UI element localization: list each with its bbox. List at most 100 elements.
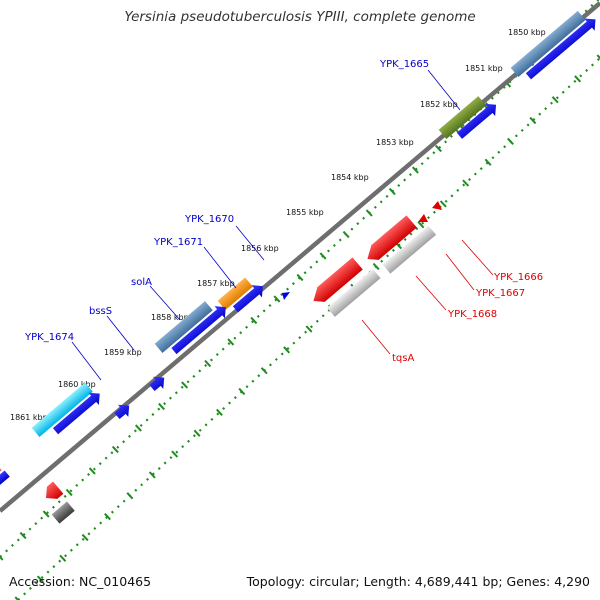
forward-gene-labels: YPK_1665 YPK_1670 YPK_1671 solA bssS YPK…: [24, 59, 461, 381]
cds-arrow[interactable]: [169, 301, 231, 357]
major-tick: [0, 555, 4, 561]
small-reverse-arrow[interactable]: [432, 201, 442, 210]
small-reverse-arrow[interactable]: [418, 214, 428, 222]
major-tick: [36, 575, 44, 583]
reverse-gene-labels: YPK_1666 YPK_1667 YPK_1668 tqsA: [361, 239, 543, 364]
label-bsss[interactable]: bssS: [89, 306, 112, 317]
tick-label-1854: 1854 kbp: [331, 173, 369, 182]
rna-feature-red[interactable]: [362, 215, 417, 265]
tick-label-1856: 1856 kbp: [241, 244, 279, 253]
cds-arrow[interactable]: [0, 470, 10, 499]
leader-line: [106, 315, 135, 351]
label-sola[interactable]: solA: [131, 277, 152, 288]
small-reverse-arrow[interactable]: [41, 481, 64, 505]
tick-label-1850: 1850 kbp: [508, 28, 546, 37]
major-tick: [319, 252, 327, 260]
gene-bar-dark[interactable]: [51, 501, 75, 524]
major-tick: [216, 408, 223, 416]
kbp-tick-labels: 1850 kbp 1851 kbp 1852 kbp 1853 kbp 1854…: [10, 28, 546, 422]
small-cds-arrow[interactable]: [147, 372, 170, 395]
major-tick: [227, 338, 235, 346]
label-ypk1666[interactable]: YPK_1666: [493, 272, 543, 283]
major-tick: [273, 295, 281, 303]
leader-line: [415, 275, 447, 311]
leader-line: [445, 253, 475, 291]
label-tqsa[interactable]: tqsA: [392, 353, 414, 364]
gene-bar-orange[interactable]: [217, 277, 253, 310]
major-tick: [65, 488, 73, 497]
tick-label-1860: 1860 kbp: [58, 380, 96, 389]
major-tick: [111, 445, 119, 454]
major-tick: [193, 429, 201, 437]
major-tick: [551, 96, 559, 104]
genome-backbone: [0, 1, 600, 513]
major-tick: [59, 554, 67, 562]
label-ypk1668[interactable]: YPK_1668: [447, 309, 497, 320]
leader-line: [427, 69, 461, 111]
major-tick: [372, 262, 380, 271]
reverse-strand-features: [41, 201, 442, 524]
major-tick: [507, 137, 514, 145]
label-ypk1667[interactable]: YPK_1667: [475, 288, 525, 299]
major-tick: [148, 471, 156, 479]
leader-line: [203, 246, 237, 289]
cds-arrow[interactable]: [50, 388, 105, 438]
major-tick: [104, 513, 111, 521]
tick-label-1858: 1858 kbp: [151, 313, 189, 322]
gene-bar-olive[interactable]: [438, 96, 487, 139]
tick-label-1852: 1852 kbp: [420, 100, 458, 109]
small-cds-arrow[interactable]: [112, 400, 135, 423]
major-tick: [19, 531, 27, 540]
label-ypk1665[interactable]: YPK_1665: [379, 59, 429, 70]
major-tick: [411, 166, 419, 174]
major-tick: [596, 54, 600, 60]
tick-label-1857: 1857 kbp: [197, 279, 235, 288]
gene-bar-silver[interactable]: [327, 268, 381, 317]
major-tick: [439, 200, 447, 208]
leader-line: [71, 341, 102, 381]
tick-label-1861: 1861 kbp: [10, 413, 48, 422]
major-tick: [342, 230, 350, 239]
major-tick: [181, 381, 189, 389]
cds-arrow[interactable]: [454, 99, 501, 142]
small-cds-arrow[interactable]: [282, 292, 290, 300]
major-tick: [126, 492, 134, 500]
gene-bar-ypk1665-region[interactable]: [510, 10, 586, 77]
major-tick: [484, 158, 492, 166]
label-ypk1671[interactable]: YPK_1671: [153, 237, 203, 248]
major-tick: [435, 144, 442, 153]
label-ypk1674[interactable]: YPK_1674: [24, 332, 74, 343]
leader-line: [235, 225, 265, 261]
inner-major-ticks: [14, 54, 600, 600]
leader-line: [149, 285, 181, 321]
major-tick: [462, 179, 470, 187]
major-tick: [42, 510, 50, 518]
gene-bar-cyan[interactable]: [31, 382, 93, 437]
leader-line: [361, 319, 391, 355]
cds-arrow[interactable]: [523, 13, 600, 82]
major-tick: [238, 387, 246, 396]
forward-strand-features: [0, 10, 600, 499]
major-tick: [158, 402, 165, 411]
major-tick: [250, 316, 258, 325]
major-tick: [81, 533, 89, 542]
major-tick: [260, 367, 268, 375]
genome-summary: Topology: circular; Length: 4,689,441 bp…: [246, 574, 590, 589]
gene-bar-silver[interactable]: [382, 225, 437, 274]
tick-label-1851: 1851 kbp: [465, 64, 503, 73]
gene-bar-steel[interactable]: [154, 301, 213, 353]
accession-label: Accession: NC_010465: [9, 574, 152, 589]
major-tick: [365, 209, 373, 217]
major-tick: [296, 273, 304, 282]
major-tick: [529, 116, 537, 125]
rna-feature-red[interactable]: [308, 257, 363, 307]
major-tick: [14, 596, 20, 600]
major-tick: [305, 325, 313, 333]
tick-label-1855: 1855 kbp: [286, 208, 324, 217]
major-tick: [388, 187, 396, 196]
outer-tick-track: [0, 0, 600, 558]
genome-title: Yersinia pseudotuberculosis YPIII, compl…: [124, 9, 476, 25]
cds-arrow[interactable]: [230, 280, 268, 315]
label-ypk1670[interactable]: YPK_1670: [184, 214, 234, 225]
